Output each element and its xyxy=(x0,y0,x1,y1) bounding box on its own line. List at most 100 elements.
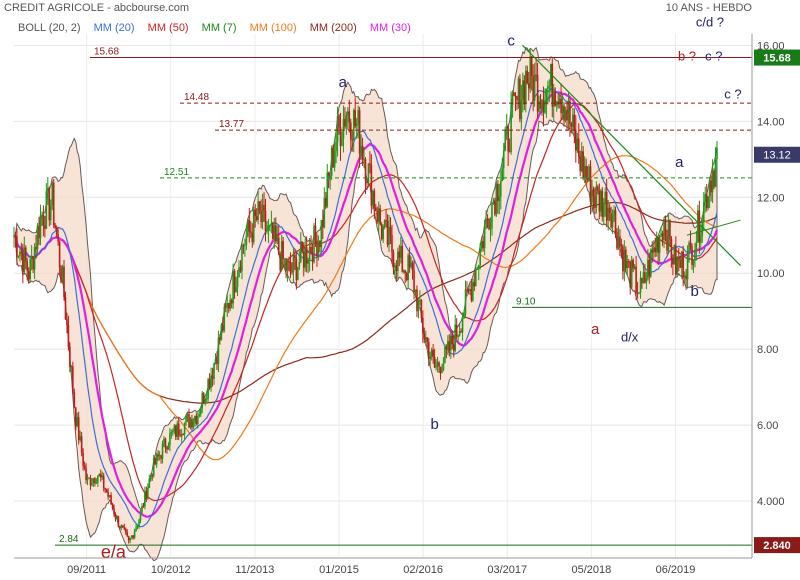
candle-body xyxy=(704,194,707,203)
candle-body xyxy=(675,245,677,275)
candle-body xyxy=(602,203,605,217)
candle-body xyxy=(352,110,355,141)
candle-body xyxy=(80,436,83,453)
candle-body xyxy=(423,333,426,339)
candle-body xyxy=(379,208,382,225)
candle-body xyxy=(422,318,424,334)
y-axis: 4.000 6.00 8.00 10.00 12.00 14.00 16.00 xyxy=(751,34,785,558)
candle-body xyxy=(120,525,123,528)
x-tick-label: 11/2013 xyxy=(235,564,274,576)
candle-body xyxy=(70,366,73,368)
candle-body xyxy=(152,458,155,477)
candle-body xyxy=(63,266,65,298)
candle-body xyxy=(386,220,389,245)
candle-body xyxy=(147,487,149,499)
candle-body xyxy=(424,337,427,339)
candle-body xyxy=(660,233,662,236)
candle-body xyxy=(54,225,56,228)
candle-body xyxy=(405,273,408,281)
candle-body xyxy=(529,56,532,89)
candle-body xyxy=(360,145,362,154)
candle-body xyxy=(149,475,152,479)
x-tick-label: 10/2012 xyxy=(151,564,191,576)
candle-body xyxy=(327,172,330,177)
candle-body xyxy=(500,180,502,197)
candle-body xyxy=(677,257,680,260)
candle-body xyxy=(698,210,701,243)
candle-body xyxy=(319,241,321,248)
level-label: 12.51 xyxy=(164,167,189,178)
horizontal-levels: 15.68 14.48 13.77 12.51 9.10 2.84 xyxy=(55,47,752,546)
candle-body xyxy=(94,478,96,484)
candle-body xyxy=(695,241,698,251)
candle-body xyxy=(705,194,708,209)
candle-body xyxy=(267,225,270,231)
candle-body xyxy=(632,260,634,269)
candle-body xyxy=(29,259,31,280)
candle-body xyxy=(555,101,558,106)
candle-body xyxy=(414,289,417,293)
candle-body xyxy=(445,346,448,350)
candle-body xyxy=(641,277,643,284)
candle-body xyxy=(492,200,495,205)
candle-body xyxy=(295,258,298,281)
candle-body xyxy=(273,225,276,240)
candle-body xyxy=(607,207,609,221)
wave-label: c/d ? xyxy=(696,14,724,29)
candle-body xyxy=(99,473,102,478)
candle-body xyxy=(176,423,179,437)
y-tick-label: 16.00 xyxy=(757,40,785,52)
candle-body xyxy=(569,101,571,124)
price-badges: 15.68 2.840 13.12 xyxy=(754,49,800,554)
candle-body xyxy=(542,99,545,113)
candle-body xyxy=(122,525,124,528)
candle-body xyxy=(619,236,621,245)
candle-body xyxy=(23,247,26,273)
candle-body xyxy=(679,259,682,268)
legend-mm7: MM (7) xyxy=(201,22,237,34)
candle-body xyxy=(495,184,498,215)
candle-body xyxy=(501,168,504,181)
candle-body xyxy=(227,302,230,309)
candle-body xyxy=(91,482,93,486)
candle-body xyxy=(567,101,570,121)
candle-body xyxy=(691,245,693,265)
candle-body xyxy=(708,180,711,197)
candle-body xyxy=(588,166,590,180)
candle-body xyxy=(198,414,201,416)
wave-label: c xyxy=(507,32,515,49)
candle-body xyxy=(666,235,668,251)
candle-body xyxy=(216,359,218,365)
candle-body xyxy=(700,236,702,243)
candle-body xyxy=(320,220,323,248)
candle-body xyxy=(586,177,589,180)
candle-body xyxy=(442,362,445,371)
candle-body xyxy=(77,417,80,440)
candle-body xyxy=(24,247,27,262)
candle-body xyxy=(511,93,514,105)
candle-body xyxy=(252,209,255,243)
candle-body xyxy=(505,126,508,130)
candle-body xyxy=(614,210,617,232)
candle-body xyxy=(657,237,659,253)
candle-body xyxy=(430,349,433,357)
candle-body xyxy=(292,254,295,272)
candle-body xyxy=(361,145,364,161)
candle-body xyxy=(595,186,598,208)
candle-body xyxy=(402,270,405,272)
wave-label: a xyxy=(675,154,684,171)
x-tick-label: 02/2016 xyxy=(403,564,443,576)
candle-body xyxy=(369,163,371,165)
candle-body xyxy=(645,278,648,283)
candle-body xyxy=(154,458,156,465)
candle-body xyxy=(14,235,17,237)
candle-body xyxy=(513,93,515,96)
candle-body xyxy=(148,478,151,488)
candle-body xyxy=(591,189,593,203)
candle-body xyxy=(605,191,608,221)
candle-body xyxy=(357,110,359,124)
candle-body xyxy=(55,227,58,235)
candle-body xyxy=(566,109,568,121)
candle-body xyxy=(601,190,604,217)
candle-body xyxy=(194,415,196,422)
